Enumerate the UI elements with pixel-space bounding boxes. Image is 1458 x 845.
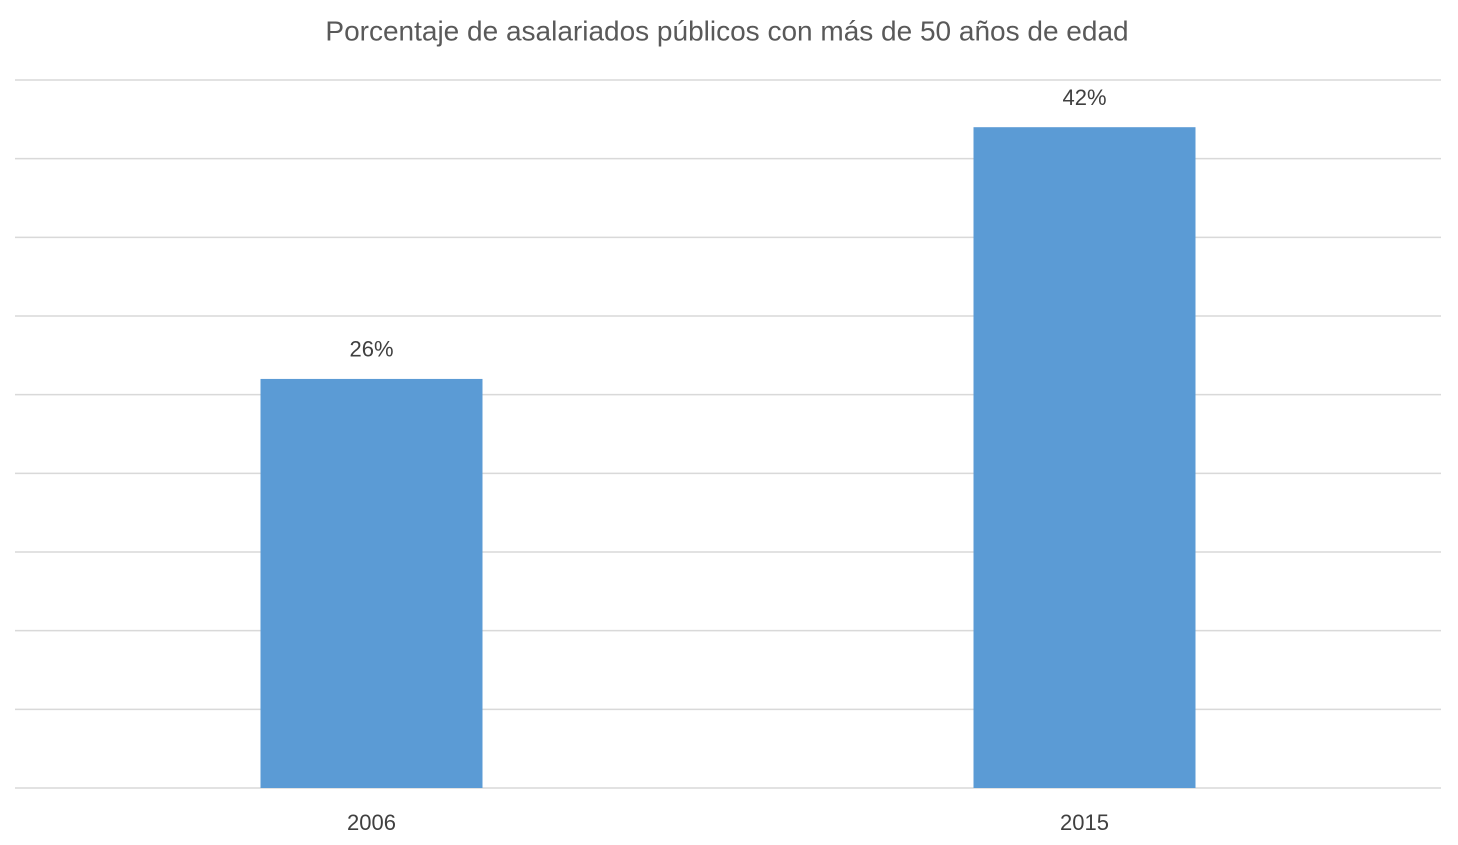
x-tick-label: 2006 bbox=[347, 810, 396, 835]
bar bbox=[973, 127, 1196, 788]
chart-title: Porcentaje de asalariados públicos con m… bbox=[325, 15, 1128, 46]
x-tick-label: 2015 bbox=[1060, 810, 1109, 835]
data-label: 42% bbox=[1062, 85, 1106, 110]
bar bbox=[260, 378, 483, 788]
data-label: 26% bbox=[349, 337, 393, 362]
